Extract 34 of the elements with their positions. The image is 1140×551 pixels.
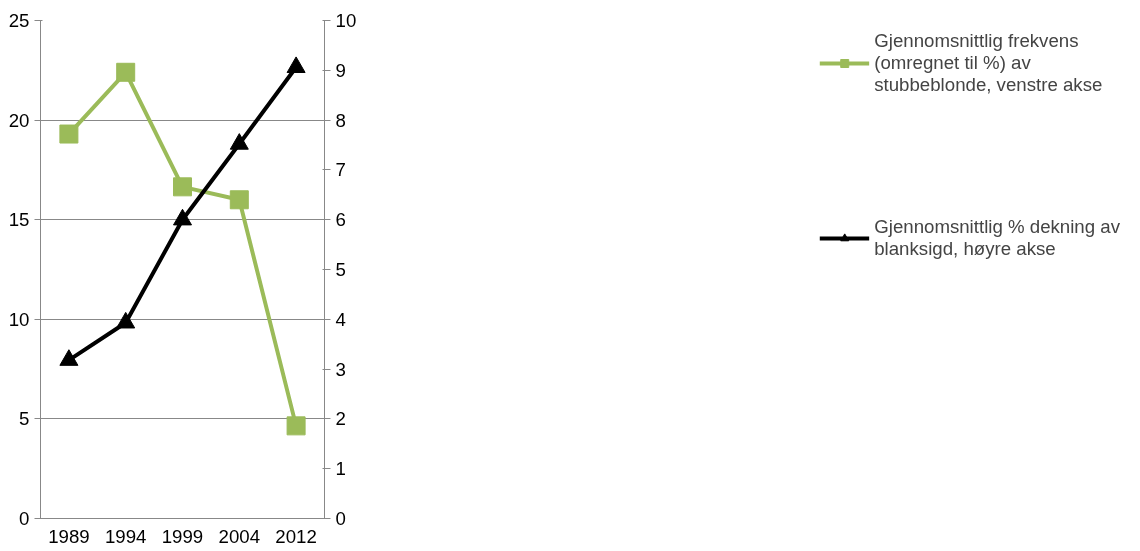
point [116, 62, 136, 82]
point [173, 208, 192, 226]
y2-tick-label: 2 [335, 408, 346, 430]
point [59, 124, 79, 144]
legend-label: Gjennomsnittlig frekvens (omregnet til %) av stubbeblonde, venstre akse [874, 30, 1103, 96]
x-tick-label: 1994 [104, 525, 147, 547]
y-tick-label: 5 [19, 408, 30, 430]
point [59, 349, 79, 366]
y-tick-label: 0 [19, 508, 30, 529]
y2-tick-label: 6 [335, 209, 346, 231]
y2-tick-label: 0 [335, 508, 346, 529]
y2-tick-label: 5 [335, 259, 346, 280]
x-tick-label: 2012 [275, 525, 317, 547]
y2-tick-label: 1 [335, 458, 346, 480]
y-tick-label: 15 [8, 209, 30, 231]
y2-tick-label: 4 [335, 308, 346, 330]
y-tick-label: 10 [8, 308, 30, 330]
y2-tick-label: 7 [335, 159, 346, 181]
y2-tick-label: 10 [335, 10, 357, 31]
point [286, 416, 306, 436]
point [229, 133, 249, 150]
y-tick-label: 20 [8, 109, 30, 131]
y2-tick-label: 8 [335, 109, 346, 131]
x-tick-label: 1989 [48, 525, 90, 547]
point [173, 177, 192, 197]
point [286, 56, 306, 74]
y2-tick-label: 9 [335, 59, 346, 81]
y2-tick-label: 3 [335, 358, 346, 380]
x-tick-label: 1999 [161, 525, 204, 547]
x-tick-label: 2004 [218, 525, 261, 547]
point [116, 311, 136, 329]
y-tick-label: 25 [8, 10, 30, 31]
legend-label: Gjennomsnittlig % dekning av blanksigd, høyre akse [874, 216, 1120, 260]
point [229, 190, 249, 210]
